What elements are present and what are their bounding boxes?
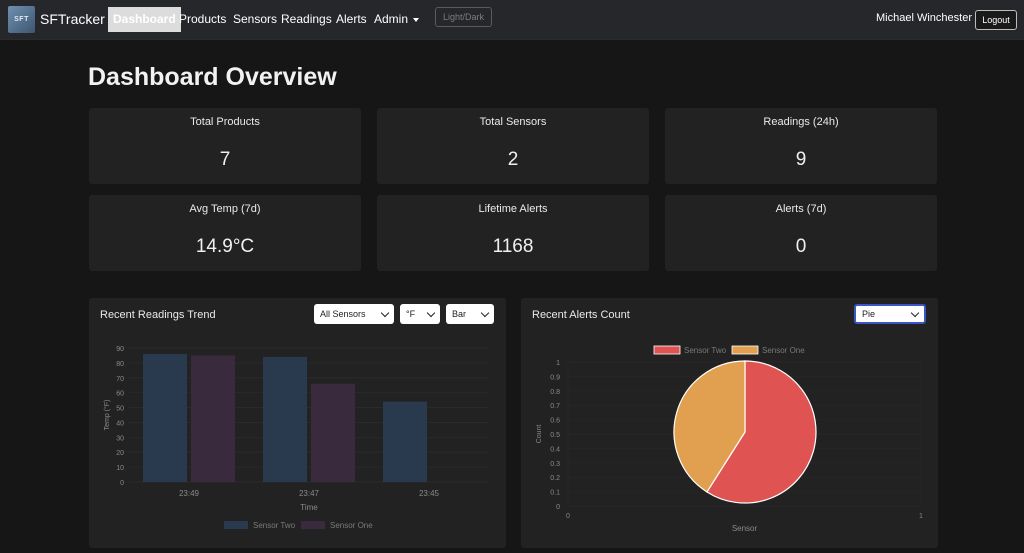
stat-card-total-sensors: Total Sensors 2 [377, 108, 649, 184]
pie-slice [706, 360, 817, 504]
alerts-chart-type-select[interactable]: Pie [854, 304, 926, 324]
y-tick-label: 0.8 [550, 389, 560, 396]
stat-card-total-products: Total Products 7 [89, 108, 361, 184]
legend-swatch [653, 345, 681, 355]
legend-label: Sensor One [762, 346, 805, 355]
y-tick-label: 20 [116, 450, 124, 457]
y-tick-label: 1 [556, 360, 560, 367]
stat-card-alerts-7d: Alerts (7d) 0 [665, 195, 937, 271]
stat-value: 0 [795, 236, 807, 257]
x-axis-label: Sensor [732, 524, 758, 533]
panel-title: Recent Readings Trend [100, 309, 216, 321]
y-tick-label: 90 [116, 346, 124, 353]
nav-admin-dropdown[interactable]: Admin [369, 7, 424, 32]
stat-label: Total Sensors [479, 116, 547, 128]
navbar: SFT SFTracker Dashboard Products Sensors… [0, 0, 1024, 40]
unit-select[interactable]: °F [400, 304, 440, 324]
bar [191, 355, 235, 482]
y-tick-label: 50 [116, 406, 124, 413]
y-tick-label: 10 [116, 465, 124, 472]
stat-label: Avg Temp (7d) [189, 203, 261, 215]
stat-label: Alerts (7d) [775, 203, 827, 215]
stat-label: Readings (24h) [763, 116, 839, 128]
legend-label: Sensor Two [684, 346, 727, 355]
sensor-select-value: All Sensors [320, 309, 366, 319]
y-tick-label: 0.7 [550, 403, 560, 410]
brand-logo[interactable]: SFT [8, 6, 35, 33]
y-tick-label: 0.1 [550, 490, 560, 497]
stat-card-readings-24h: Readings (24h) 9 [665, 108, 937, 184]
nav-alerts[interactable]: Alerts [336, 12, 367, 26]
stat-card-lifetime-alerts: Lifetime Alerts 1168 [377, 195, 649, 271]
chevron-down-icon [413, 17, 420, 22]
brand-name[interactable]: SFTracker [40, 11, 105, 27]
pie-slice [673, 360, 746, 493]
bar [143, 353, 187, 482]
theme-toggle-button[interactable]: Light/Dark [435, 7, 492, 27]
alerts-chart-type-value: Pie [862, 309, 876, 319]
readings-trend-panel: Recent Readings Trend All Sensors °F Bar… [89, 298, 506, 548]
y-tick-label: 70 [116, 376, 124, 383]
bar [383, 401, 427, 482]
unit-select-value: °F [406, 309, 416, 319]
x-tick-label: 23:49 [179, 489, 200, 498]
x-tick-label: 23:47 [299, 489, 320, 498]
x-axis-label: Time [300, 503, 318, 512]
y-tick-label: 60 [116, 391, 124, 398]
user-name: Michael Winchester [876, 12, 972, 24]
nav-dashboard[interactable]: Dashboard [108, 7, 181, 32]
y-tick-label: 0.9 [550, 374, 560, 381]
chart-type-select[interactable]: Bar [446, 304, 494, 324]
legend-label: Sensor One [330, 521, 373, 530]
stat-value: 1168 [492, 236, 534, 257]
nav-readings[interactable]: Readings [281, 12, 332, 26]
stat-label: Lifetime Alerts [478, 203, 548, 215]
nav-sensors[interactable]: Sensors [233, 12, 278, 26]
legend-swatch [301, 521, 325, 529]
alerts-pie-chart: 0 0.1 0.2 0.3 0.4 0.5 0.6 0.7 0.8 0.9 1 0 1 Sensor Cou… [536, 345, 923, 533]
bar [311, 383, 355, 482]
panel-title: Recent Alerts Count [532, 309, 630, 321]
y-tick-label: 80 [116, 361, 124, 368]
stat-value: 9 [795, 149, 807, 170]
alerts-count-panel: Recent Alerts Count Pie 0 0.1 0.2 0.3 0.4 0.5… [521, 298, 938, 548]
y-tick-label: 0.3 [550, 461, 560, 468]
logout-button[interactable]: Logout [975, 10, 1017, 30]
x-tick-label: 1 [919, 513, 923, 520]
x-tick-label: 0 [566, 513, 570, 520]
stat-value: 2 [507, 149, 519, 170]
sensor-select[interactable]: All Sensors [314, 304, 394, 324]
brand-logo-text: SFT [14, 16, 29, 23]
legend-swatch [731, 345, 759, 355]
stat-value: 14.9°C [195, 236, 255, 257]
y-tick-label: 0 [556, 504, 560, 511]
readings-bar-chart: 0 10 20 30 40 50 60 70 80 90 23:49 23:47 23:45 Time Te… [103, 346, 489, 530]
chart-type-select-value: Bar [452, 309, 467, 319]
stat-label: Total Products [190, 116, 260, 128]
y-axis-label: Count [536, 425, 543, 444]
y-tick-label: 30 [116, 435, 124, 442]
y-tick-label: 0.6 [550, 418, 560, 425]
bar [263, 356, 307, 482]
x-tick-label: 23:45 [419, 489, 440, 498]
legend-swatch [224, 521, 248, 529]
y-tick-label: 0.4 [550, 446, 560, 453]
nav-admin-label: Admin [374, 12, 409, 26]
stat-value: 7 [219, 149, 231, 170]
y-axis-label: Temp (°F) [103, 400, 111, 431]
y-tick-label: 0.2 [550, 475, 560, 482]
y-tick-label: 0 [120, 480, 124, 487]
y-tick-label: 40 [116, 420, 124, 427]
legend-label: Sensor Two [253, 521, 296, 530]
page-title: Dashboard Overview [88, 63, 337, 91]
nav-products[interactable]: Products [179, 12, 227, 26]
stat-card-avg-temp: Avg Temp (7d) 14.9°C [89, 195, 361, 271]
y-tick-label: 0.5 [550, 432, 560, 439]
nav-dashboard-label: Dashboard [113, 12, 176, 26]
